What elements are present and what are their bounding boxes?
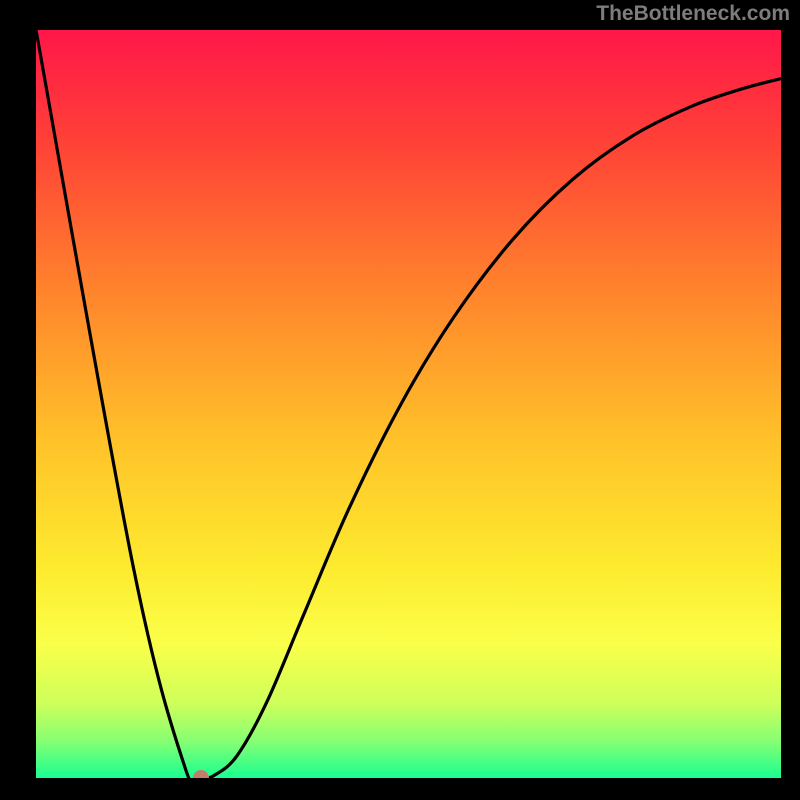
chart-frame: TheBottleneck.com xyxy=(0,0,800,800)
bottleneck-curve xyxy=(36,30,781,778)
plot-area xyxy=(36,30,781,778)
minimum-marker xyxy=(193,770,209,778)
curve-svg xyxy=(36,30,781,778)
watermark-text: TheBottleneck.com xyxy=(596,2,790,26)
